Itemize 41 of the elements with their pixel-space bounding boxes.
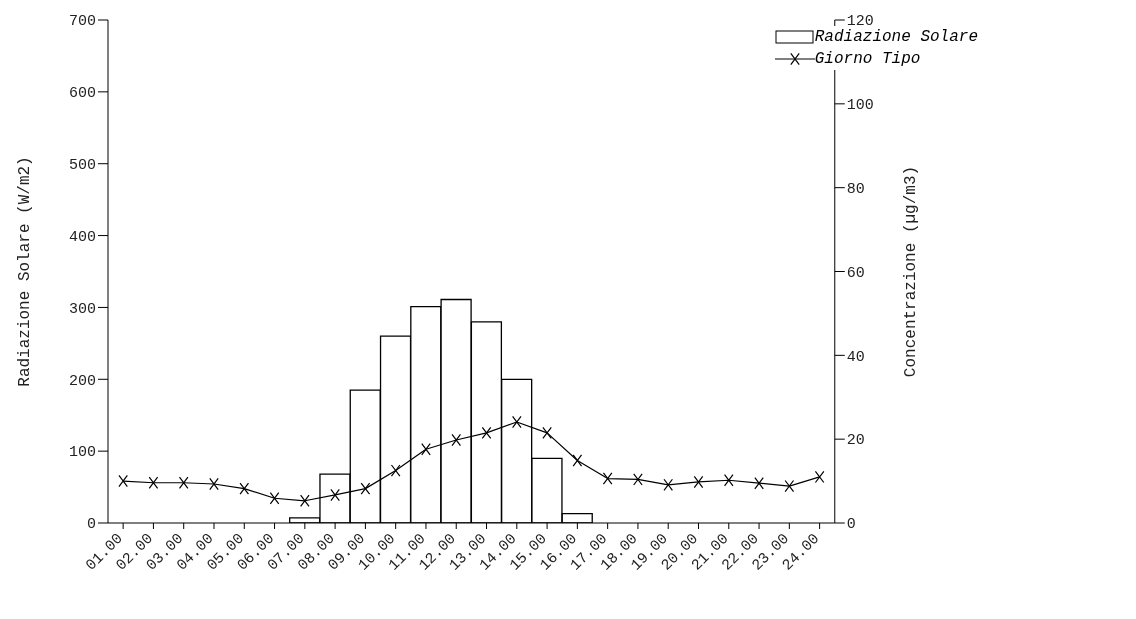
point	[209, 477, 219, 491]
legend-label: Radiazione Solare	[814, 27, 978, 48]
y-axis-title: Radiazione Solare (W/m2)	[15, 156, 34, 387]
y-tick-label: 400	[68, 228, 96, 246]
point	[633, 473, 643, 486]
point	[269, 492, 280, 505]
y2-tick-label: 80	[846, 180, 865, 198]
point	[663, 478, 674, 492]
point	[693, 475, 704, 489]
point	[360, 482, 371, 495]
y2-tick-label: 40	[846, 348, 865, 366]
y-tick-label: 0	[86, 516, 96, 534]
point	[118, 474, 128, 488]
point	[784, 479, 795, 493]
point	[178, 476, 189, 489]
point	[542, 426, 552, 440]
legend-label: Giorno Tipo	[814, 49, 921, 70]
point	[814, 470, 825, 484]
y-tick-label: 700	[68, 13, 96, 31]
y2-tick-label: 60	[846, 264, 865, 282]
y2-axis-title: Concentrazione (µg/m3)	[902, 165, 921, 378]
point	[148, 476, 159, 489]
point	[481, 426, 492, 440]
y2-tick-label: 0	[846, 516, 856, 534]
point	[451, 433, 462, 447]
point	[239, 482, 250, 495]
y2-tick-label: 100	[846, 97, 874, 115]
point	[602, 472, 613, 485]
y-tick-label: 500	[68, 157, 96, 175]
point	[512, 415, 522, 429]
point	[300, 494, 310, 507]
y-tick-label: 300	[68, 300, 96, 318]
y-tick-label: 200	[68, 372, 96, 390]
point	[421, 443, 431, 456]
point	[572, 454, 583, 467]
point	[723, 474, 734, 487]
y-tick-label: 100	[68, 444, 96, 462]
point	[754, 476, 764, 490]
y-tick-label: 600	[68, 85, 96, 103]
y2-tick-label: 20	[846, 432, 865, 450]
point	[390, 464, 401, 477]
